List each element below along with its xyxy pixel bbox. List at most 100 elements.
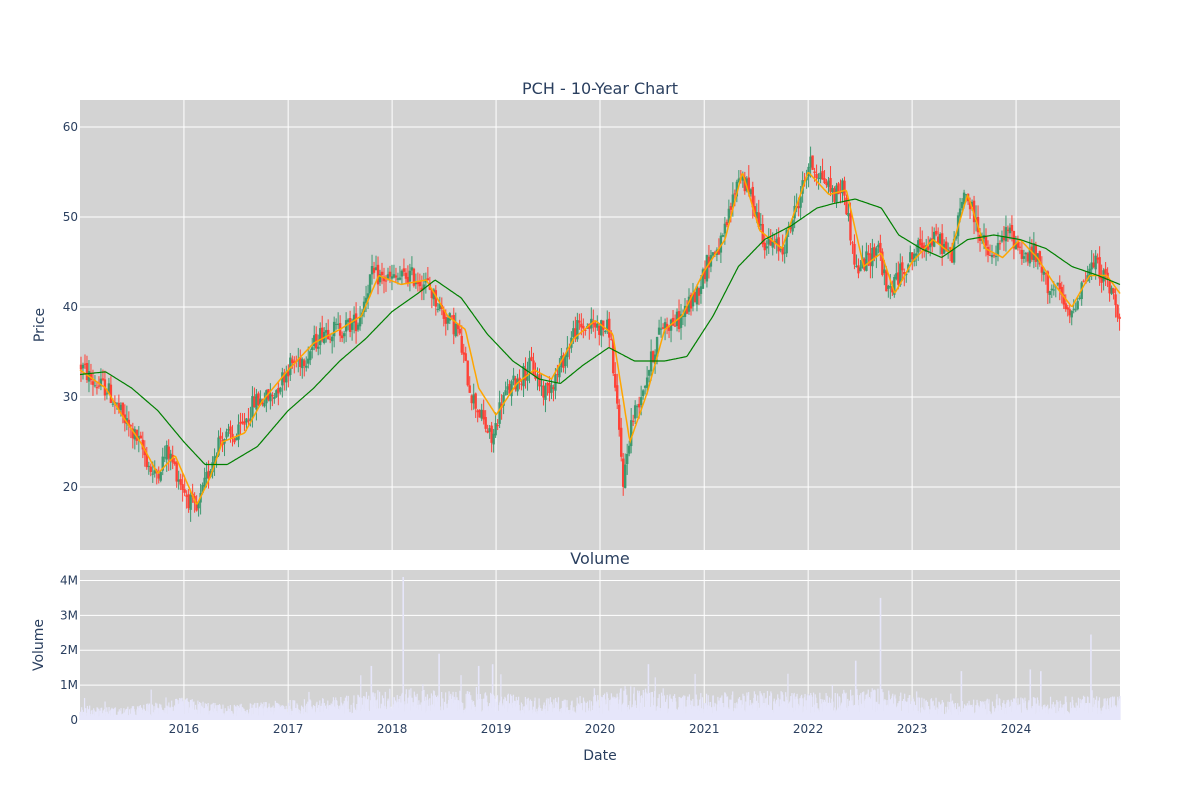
price-y-tick-label: 40 bbox=[63, 300, 78, 314]
volume-bar bbox=[549, 697, 552, 720]
candle bbox=[301, 357, 304, 379]
candle bbox=[763, 233, 766, 259]
volume-bar bbox=[429, 698, 431, 720]
long-moving-average-line bbox=[79, 198, 1121, 466]
candle bbox=[512, 367, 515, 386]
candle bbox=[147, 461, 150, 475]
volume-bar bbox=[322, 698, 324, 720]
candle bbox=[833, 186, 836, 204]
volume-spike-bar bbox=[477, 665, 480, 720]
candle bbox=[863, 257, 866, 272]
volume-bar bbox=[882, 692, 884, 720]
volume-bar bbox=[531, 700, 533, 720]
volume-bar bbox=[607, 698, 609, 720]
candle bbox=[177, 470, 180, 490]
candle bbox=[372, 261, 376, 279]
candle bbox=[307, 346, 310, 369]
volume-bar bbox=[684, 695, 686, 720]
volume-bar bbox=[222, 704, 224, 720]
candle bbox=[107, 377, 111, 395]
candle bbox=[853, 234, 856, 270]
volume-bar bbox=[1082, 695, 1085, 720]
volume-bar bbox=[808, 695, 811, 720]
volume-bar bbox=[255, 707, 257, 720]
candle bbox=[657, 319, 661, 335]
candle bbox=[149, 463, 152, 477]
volume-spike-bar bbox=[491, 664, 494, 720]
candle bbox=[402, 258, 406, 276]
candle bbox=[251, 386, 254, 428]
volume-bar bbox=[601, 697, 603, 720]
candle bbox=[356, 322, 360, 332]
volume-bar bbox=[147, 703, 149, 720]
volume-y-axis-title: Volume bbox=[31, 619, 47, 671]
volume-bar bbox=[344, 697, 347, 720]
volume-bar bbox=[389, 688, 391, 720]
volume-bar bbox=[314, 706, 316, 720]
volume-bar bbox=[754, 694, 757, 720]
candle bbox=[382, 267, 386, 294]
volume-y-tick-label: 2M bbox=[60, 643, 78, 657]
candle bbox=[893, 274, 896, 298]
candle bbox=[1024, 251, 1028, 263]
candle bbox=[412, 267, 416, 288]
volume-bar bbox=[897, 703, 899, 720]
candle bbox=[456, 323, 459, 337]
candle bbox=[679, 304, 683, 340]
volume-bar bbox=[973, 699, 975, 720]
candle bbox=[293, 356, 296, 374]
candle bbox=[324, 322, 328, 343]
candle bbox=[79, 356, 83, 382]
candle bbox=[566, 336, 569, 368]
volume-bar bbox=[935, 697, 937, 720]
candle bbox=[436, 303, 440, 313]
candle bbox=[751, 181, 754, 219]
candle bbox=[851, 241, 854, 254]
candle bbox=[633, 400, 637, 425]
candle bbox=[811, 155, 814, 171]
candle bbox=[576, 312, 579, 342]
volume-bar bbox=[308, 691, 310, 720]
volume-bar bbox=[1089, 703, 1091, 720]
volume-bar bbox=[928, 706, 930, 720]
candle bbox=[540, 373, 543, 396]
candle bbox=[305, 356, 308, 372]
candle bbox=[528, 350, 531, 384]
candle bbox=[857, 258, 860, 279]
volume-bar bbox=[165, 697, 167, 720]
candle bbox=[241, 413, 244, 425]
volume-bar bbox=[1061, 707, 1063, 720]
candle bbox=[940, 224, 944, 266]
candle bbox=[319, 322, 322, 355]
volume-bar bbox=[681, 696, 684, 720]
volume-bar bbox=[590, 701, 593, 720]
candle bbox=[767, 228, 770, 254]
candle bbox=[410, 256, 414, 276]
candle bbox=[83, 354, 87, 369]
candle bbox=[725, 219, 729, 228]
candle bbox=[328, 334, 332, 344]
candle bbox=[807, 163, 810, 188]
candle bbox=[420, 275, 424, 301]
price-y-ticks: 20 30 40 50 60 bbox=[63, 120, 78, 494]
candle bbox=[530, 346, 533, 362]
candle bbox=[213, 448, 216, 476]
volume-bar bbox=[1028, 700, 1031, 720]
candle bbox=[380, 262, 384, 285]
candle bbox=[1046, 270, 1050, 304]
candle bbox=[799, 186, 802, 220]
candle bbox=[516, 373, 519, 396]
volume-bar bbox=[602, 694, 605, 720]
candle bbox=[157, 466, 160, 484]
x-tick-label: 2022 bbox=[793, 722, 824, 736]
volume-bar bbox=[648, 692, 651, 720]
volume-bar bbox=[177, 700, 179, 720]
price-y-tick-label: 30 bbox=[63, 390, 78, 404]
candle bbox=[253, 387, 256, 408]
volume-y-tick-label: 3M bbox=[60, 608, 78, 622]
candle bbox=[145, 446, 148, 470]
volume-bar bbox=[507, 693, 509, 720]
candle bbox=[478, 409, 481, 418]
candle bbox=[400, 269, 404, 285]
